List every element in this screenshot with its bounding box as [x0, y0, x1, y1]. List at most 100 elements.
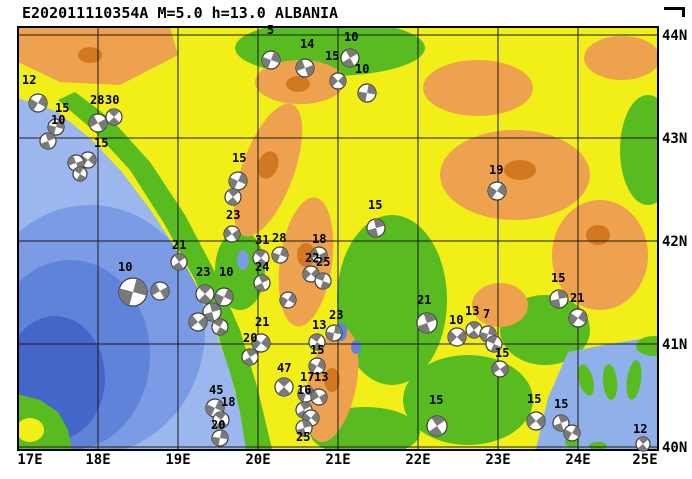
focal-mechanism [150, 281, 170, 301]
depth-label: 15 [551, 271, 565, 285]
focal-mechanism [426, 415, 448, 437]
depth-label: 21 [417, 293, 431, 307]
lon-tick-label: 21E [325, 452, 350, 468]
depth-label: 13 [314, 370, 328, 384]
lat-tick-label: 41N [662, 337, 687, 353]
depth-label: 12 [22, 73, 36, 87]
focal-mechanism [340, 48, 360, 68]
coastal-green-strip [58, 92, 272, 449]
focal-mechanism [308, 357, 326, 375]
depth-label: 24 [255, 260, 269, 274]
depth-label: 10 [449, 313, 463, 327]
depth-label: 15 [310, 343, 324, 357]
focal-mechanism [214, 287, 234, 307]
focal-mechanism [118, 277, 148, 307]
depth-label: 10 [219, 265, 233, 279]
focal-mechanism [329, 72, 347, 90]
depth-label: 15 [232, 151, 246, 165]
depth-label: 12 [633, 422, 647, 436]
depth-label: 16 [297, 383, 311, 397]
lon-tick-label: 20E [245, 452, 270, 468]
depth-label: 13 [312, 318, 326, 332]
lon-tick-label: 19E [165, 452, 190, 468]
depth-label: 23 [329, 308, 343, 322]
focal-mechanism [635, 436, 651, 452]
focal-mechanism [72, 166, 88, 182]
focal-mechanism [552, 414, 570, 432]
focal-mechanism [211, 318, 229, 336]
depth-label: 21 [570, 291, 584, 305]
graticule [18, 27, 658, 450]
focal-mechanism [253, 274, 271, 292]
focal-mechanism [447, 327, 467, 347]
focal-mechanism [224, 188, 242, 206]
depth-label: 17 [300, 370, 314, 384]
focal-mechanism [195, 284, 215, 304]
focal-mechanism [310, 246, 328, 264]
depth-label: 23 [196, 265, 210, 279]
corner-mark [664, 7, 685, 17]
lon-tick-label: 25E [632, 452, 657, 468]
map-title: E202011110354A M=5.0 h=13.0 ALBANIA [22, 4, 338, 22]
focal-mechanism [241, 348, 259, 366]
focal-mechanism [295, 419, 313, 437]
focal-mechanisms-layer [28, 48, 651, 452]
focal-mechanism [563, 424, 581, 442]
depth-label: 28 [272, 231, 286, 245]
depth-label: 7 [483, 307, 490, 321]
lat-tick-label: 43N [662, 131, 687, 147]
depth-label: 18 [221, 395, 235, 409]
depth-label: 25 [296, 430, 310, 444]
aegean-peninsulas [565, 336, 658, 450]
axis-labels-layer: 17E 18E 19E 20E 21E 22E 23E 24E 25E 44N 43N 42N 41N 4… [17, 28, 687, 468]
depth-label: 28 [90, 93, 104, 107]
depth-label: 15 [94, 136, 108, 150]
focal-mechanism [271, 246, 289, 264]
lon-tick-label: 22E [405, 452, 430, 468]
depth-label: 15 [368, 198, 382, 212]
focal-mechanism [252, 249, 270, 267]
focal-mechanism [314, 272, 332, 290]
lon-tick-label: 18E [85, 452, 110, 468]
depth-label: 15 [55, 101, 69, 115]
focal-mechanism [416, 312, 438, 334]
depth-label: 31 [255, 233, 269, 247]
depth-label: 25 [316, 255, 330, 269]
focal-mechanism [223, 225, 241, 243]
focal-mechanism [170, 253, 188, 271]
focal-mechanism [251, 333, 271, 353]
focal-mechanism [188, 312, 208, 332]
focal-mechanism [28, 93, 48, 113]
focal-mechanism [39, 132, 57, 150]
depth-label: 21 [255, 315, 269, 329]
focal-mechanism [308, 333, 326, 351]
depth-label: 13 [465, 304, 479, 318]
focal-mechanism [568, 308, 588, 328]
focal-mechanism [465, 321, 483, 339]
focal-mechanism [549, 289, 569, 309]
depth-label: 20 [211, 418, 225, 432]
focal-mechanism [310, 388, 328, 406]
focal-mechanism [47, 118, 65, 136]
focal-mechanism [485, 335, 503, 353]
focal-mechanism [366, 218, 386, 238]
lon-tick-label: 17E [17, 452, 42, 468]
depth-label: 10 [51, 113, 65, 127]
focal-mechanism [357, 83, 377, 103]
depth-label: 18 [312, 232, 326, 246]
lon-tick-label: 23E [485, 452, 510, 468]
depth-label: 10 [355, 62, 369, 76]
focal-mechanism [295, 58, 315, 78]
depth-label: 19 [489, 163, 503, 177]
depth-label: 15 [554, 397, 568, 411]
depth-label: 45 [209, 383, 223, 397]
focal-mechanism [325, 324, 343, 342]
depth-label: 15 [325, 49, 339, 63]
map-frame [17, 26, 659, 451]
depth-label: 30 [105, 93, 119, 107]
depth-label: 22 [305, 251, 319, 265]
focal-mechanism [211, 429, 229, 447]
depth-label: 47 [277, 361, 291, 375]
focal-mechanism [526, 411, 546, 431]
